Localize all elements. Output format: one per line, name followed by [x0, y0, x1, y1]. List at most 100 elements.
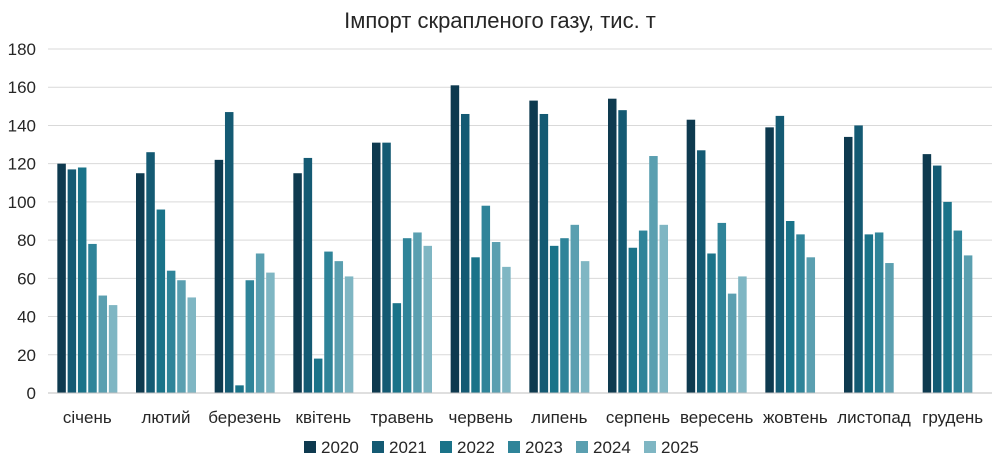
y-axis-ticks: 0 20 40 60 80 100 120 140 160 180: [8, 40, 36, 403]
x-category-label: березень: [208, 408, 281, 427]
bar-2020-9: [765, 127, 774, 393]
bar-2023-6: [560, 238, 569, 393]
legend-swatch: [644, 441, 656, 453]
bar-2025-0: [108, 305, 118, 393]
y-tick-label: 100: [8, 193, 36, 212]
bar-2022-11: [943, 201, 952, 393]
bar-2022-8: [707, 253, 716, 393]
legend-label: 2020: [321, 438, 359, 457]
bar-2023-0: [88, 243, 97, 393]
gridlines: [48, 48, 992, 356]
bar-2020-7: [608, 98, 617, 393]
bar-2024-3: [334, 261, 344, 393]
bar-2024-4: [413, 232, 422, 393]
x-category-label: травень: [370, 408, 433, 427]
bar-2025-4: [423, 245, 432, 393]
bar-2023-3: [324, 251, 333, 393]
bar-2024-1: [177, 280, 186, 393]
y-tick-label: 20: [17, 346, 36, 365]
bar-2023-8: [717, 222, 727, 393]
legend-label: 2023: [525, 438, 563, 457]
bar-2020-5: [450, 85, 460, 394]
x-category-label: лютий: [141, 408, 190, 427]
bar-2024-8: [727, 293, 737, 393]
bar-2021-4: [382, 142, 391, 393]
bar-2020-3: [293, 173, 302, 393]
bar-2025-7: [659, 224, 668, 393]
bar-2024-6: [570, 224, 580, 393]
bar-2021-3: [303, 157, 313, 393]
x-category-label: липень: [531, 408, 587, 427]
bar-2021-8: [696, 150, 706, 393]
x-category-label: серпень: [606, 408, 670, 427]
x-category-label: червень: [449, 408, 513, 427]
bar-2020-4: [372, 142, 381, 393]
y-tick-label: 0: [27, 384, 36, 403]
bar-2023-10: [874, 232, 884, 393]
legend-swatch: [372, 441, 384, 453]
bar-2021-1: [146, 152, 155, 393]
bar-2023-1: [166, 270, 176, 393]
legend-label: 2021: [389, 438, 427, 457]
bar-2021-0: [67, 169, 77, 393]
legend-label: 2025: [661, 438, 699, 457]
bar-2025-6: [580, 261, 590, 393]
x-category-label: листопад: [837, 408, 911, 427]
bar-2024-0: [98, 295, 108, 393]
y-tick-label: 40: [17, 308, 36, 327]
y-tick-label: 180: [8, 40, 36, 59]
bar-2021-10: [854, 125, 863, 393]
bar-2024-2: [255, 253, 265, 393]
bar-2024-11: [963, 255, 973, 393]
bar-2023-9: [796, 234, 805, 393]
legend-label: 2024: [593, 438, 631, 457]
x-category-label: жовтень: [763, 408, 828, 427]
bar-2021-7: [618, 110, 627, 394]
bar-2024-5: [491, 242, 501, 393]
legend-swatch: [576, 441, 588, 453]
y-tick-label: 60: [17, 269, 36, 288]
bar-2025-8: [738, 276, 747, 393]
bar-2021-2: [224, 112, 234, 394]
bar-2022-1: [156, 209, 166, 393]
x-category-label: квітень: [296, 408, 352, 427]
x-category-label: січень: [63, 408, 112, 427]
bar-2024-9: [806, 257, 816, 393]
bar-2023-11: [953, 230, 963, 393]
bar-2024-10: [885, 263, 894, 393]
bar-2024-7: [649, 156, 658, 393]
bar-2020-0: [57, 163, 66, 393]
y-tick-label: 140: [8, 116, 36, 135]
x-category-label: вересень: [680, 408, 754, 427]
bar-2020-8: [686, 119, 696, 393]
bars: [57, 85, 973, 394]
legend-swatch: [508, 441, 520, 453]
chart-title: Імпорт скрапленого газу, тис. т: [344, 8, 656, 33]
bar-2025-2: [266, 272, 275, 393]
y-tick-label: 160: [8, 78, 36, 97]
bar-2020-11: [922, 154, 932, 393]
bar-2023-2: [245, 280, 255, 393]
bar-2022-9: [785, 221, 795, 393]
bar-2020-6: [529, 100, 538, 393]
bar-2021-5: [460, 113, 470, 393]
bar-2020-2: [214, 159, 224, 393]
bar-2021-9: [775, 115, 785, 393]
legend-label: 2022: [457, 438, 495, 457]
bar-2023-5: [481, 205, 491, 393]
bar-2020-10: [844, 136, 853, 393]
bar-2022-4: [392, 303, 402, 393]
bar-2025-1: [187, 297, 196, 393]
bar-2023-4: [402, 238, 412, 393]
bar-2022-5: [471, 257, 480, 393]
legend-swatch: [304, 441, 316, 453]
x-axis-categories: січень лютий березень квітень травень червень…: [63, 408, 983, 427]
bar-2022-6: [549, 245, 559, 393]
y-tick-label: 120: [8, 155, 36, 174]
legend: 2020 2021 2022 2023 2024 2025: [304, 438, 699, 457]
bar-2022-2: [235, 385, 244, 393]
legend-swatch: [440, 441, 452, 453]
y-tick-label: 80: [17, 231, 36, 250]
bar-2021-11: [932, 165, 942, 393]
